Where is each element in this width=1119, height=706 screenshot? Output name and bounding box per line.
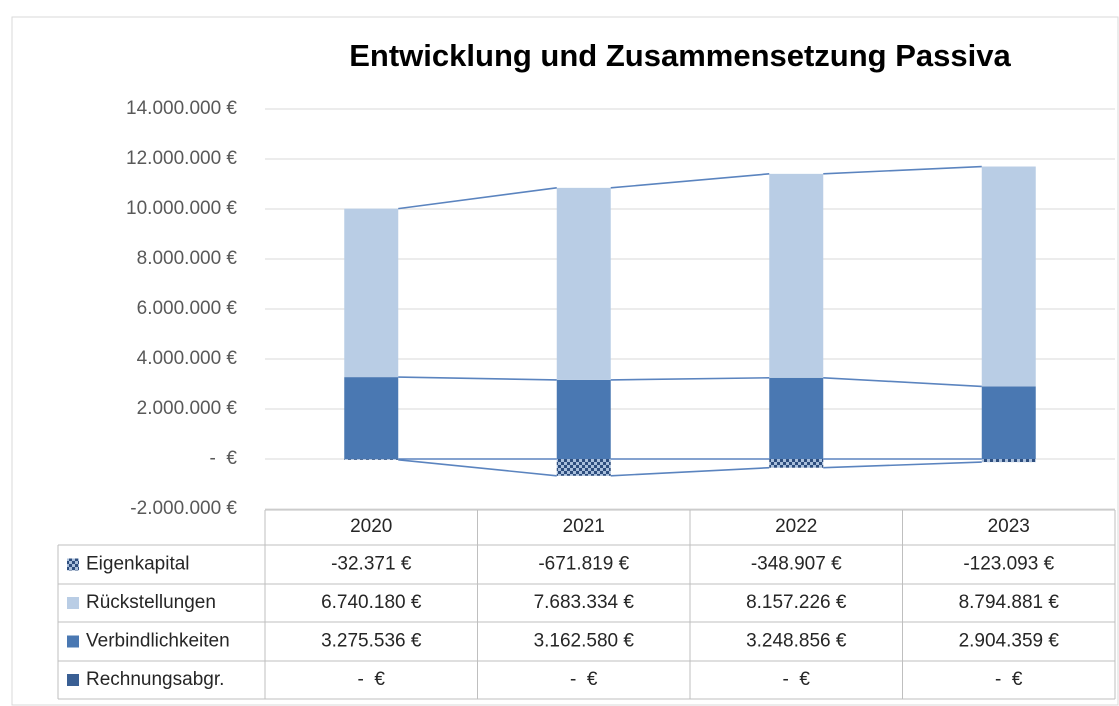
series-line bbox=[823, 376, 982, 388]
bar bbox=[344, 459, 399, 460]
bar bbox=[556, 187, 611, 380]
legend-label: Eigenkapital bbox=[86, 554, 190, 575]
data-label: - € bbox=[358, 669, 386, 690]
bar bbox=[769, 377, 824, 459]
legend-label: Verbindlichkeiten bbox=[86, 631, 230, 652]
y-tick-label: 8.000.000 € bbox=[137, 248, 238, 269]
bar bbox=[556, 379, 611, 459]
data-label: 7.683.334 € bbox=[534, 592, 635, 613]
series-line bbox=[398, 459, 557, 477]
series-line bbox=[610, 376, 770, 381]
y-tick-label: 6.000.000 € bbox=[137, 298, 238, 319]
series-line bbox=[610, 466, 770, 477]
bar bbox=[556, 459, 611, 476]
data-label: - € bbox=[995, 669, 1023, 690]
y-tick-label: 14.000.000 € bbox=[126, 98, 237, 119]
y-tick-label: 4.000.000 € bbox=[137, 348, 238, 369]
data-label: - € bbox=[783, 669, 811, 690]
data-label: 8.794.881 € bbox=[959, 592, 1060, 613]
bar bbox=[769, 459, 824, 468]
data-label: 2.904.359 € bbox=[959, 631, 1060, 652]
legend-label: Rechnungsabgr. bbox=[86, 669, 224, 690]
data-label: 8.157.226 € bbox=[746, 592, 847, 613]
legend-key bbox=[67, 597, 79, 609]
legend-key bbox=[67, 558, 79, 571]
data-label: -32.371 € bbox=[331, 554, 412, 575]
bar bbox=[344, 377, 399, 459]
data-label: 3.162.580 € bbox=[534, 631, 635, 652]
data-label: 3.248.856 € bbox=[746, 631, 847, 652]
data-label: 6.740.180 € bbox=[321, 592, 422, 613]
x-tick-label: 2022 bbox=[775, 516, 817, 537]
data-label: -671.819 € bbox=[538, 554, 629, 575]
bar bbox=[981, 166, 1036, 387]
y-tick-label: 12.000.000 € bbox=[126, 148, 237, 169]
series-line bbox=[823, 165, 982, 175]
y-tick-label: - € bbox=[210, 448, 238, 469]
bar bbox=[981, 386, 1036, 459]
data-label: - € bbox=[570, 669, 598, 690]
chart-title: Entwicklung und Zusammensetzung Passiva bbox=[349, 38, 1011, 73]
legend-key bbox=[67, 635, 79, 648]
series-line bbox=[398, 187, 557, 210]
legend-label: Rückstellungen bbox=[86, 592, 216, 613]
x-tick-label: 2023 bbox=[988, 516, 1030, 537]
data-label: -348.907 € bbox=[751, 554, 842, 575]
x-tick-label: 2020 bbox=[350, 516, 392, 537]
legend-key bbox=[67, 674, 79, 686]
data-label: -123.093 € bbox=[963, 554, 1054, 575]
bar bbox=[769, 173, 824, 378]
y-tick-label: 10.000.000 € bbox=[126, 198, 237, 219]
series-line bbox=[610, 173, 770, 189]
x-tick-label: 2021 bbox=[563, 516, 605, 537]
y-tick-label: -2.000.000 € bbox=[130, 498, 237, 519]
series-line bbox=[823, 461, 982, 469]
bar bbox=[344, 208, 399, 378]
bar bbox=[981, 459, 1036, 463]
data-label: 3.275.536 € bbox=[321, 631, 422, 652]
series-line bbox=[398, 376, 557, 381]
y-tick-label: 2.000.000 € bbox=[137, 398, 238, 419]
